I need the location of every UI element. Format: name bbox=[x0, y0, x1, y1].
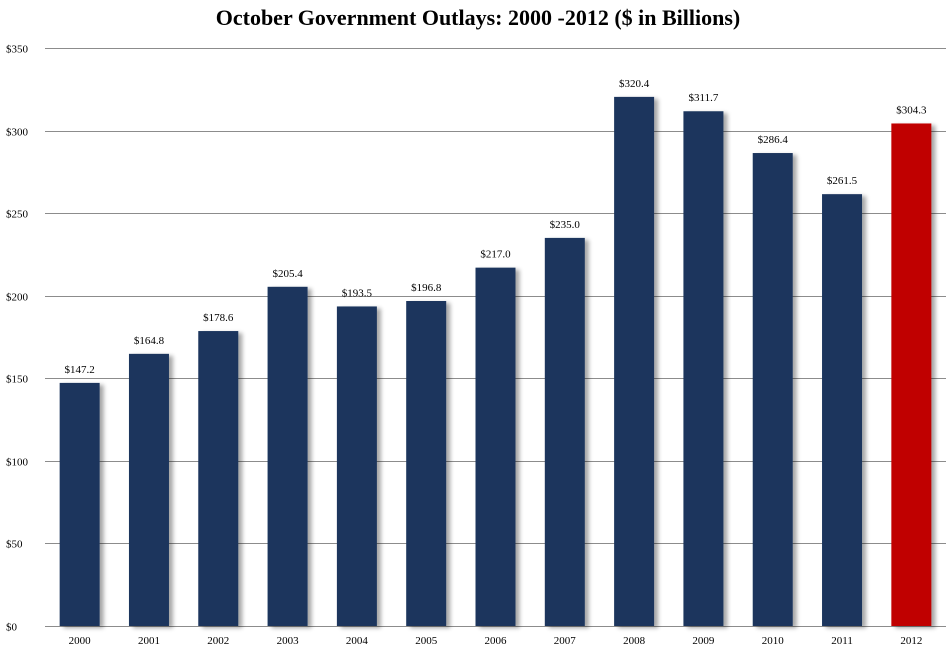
data-label: $304.3 bbox=[896, 104, 927, 116]
data-label: $205.4 bbox=[272, 268, 303, 280]
data-label: $147.2 bbox=[65, 364, 95, 376]
chart-title: October Government Outlays: 2000 -2012 (… bbox=[216, 5, 741, 30]
data-label: $217.0 bbox=[480, 249, 511, 261]
x-tick-label: 2004 bbox=[346, 635, 369, 647]
y-tick-label: $250 bbox=[6, 209, 29, 221]
y-tick-label: $150 bbox=[6, 374, 29, 386]
x-tick-label: 2009 bbox=[692, 635, 715, 647]
y-tick-label: $50 bbox=[6, 539, 23, 551]
x-tick-label: 2003 bbox=[277, 635, 300, 647]
data-label: $261.5 bbox=[827, 175, 858, 187]
y-tick-label: $0 bbox=[6, 622, 18, 634]
x-tick-label: 2012 bbox=[900, 635, 922, 647]
bar-2002 bbox=[198, 331, 239, 626]
x-axis-ticks: 2000 2001 2002 2003 2004 2005 2006 2007 2008 2009… bbox=[69, 635, 923, 647]
bar-2008 bbox=[614, 96, 655, 627]
x-tick-label: 2002 bbox=[207, 635, 229, 647]
bars: $147.2 $164.8 $178.6 $205.4 $193.5 $196.8 $217… bbox=[59, 78, 932, 627]
bar-2006 bbox=[475, 267, 516, 626]
data-label: $193.5 bbox=[342, 287, 373, 299]
data-label: $286.4 bbox=[758, 134, 789, 146]
bar-2003 bbox=[267, 286, 308, 626]
bar-2011 bbox=[822, 194, 863, 626]
data-label: $196.8 bbox=[411, 282, 442, 294]
data-label: $178.6 bbox=[203, 312, 234, 324]
y-tick-label: $300 bbox=[6, 127, 29, 139]
x-tick-label: 2006 bbox=[485, 635, 508, 647]
y-tick-label: $100 bbox=[6, 457, 29, 469]
bar-2004 bbox=[336, 306, 377, 626]
data-label: $320.4 bbox=[619, 78, 650, 90]
x-tick-label: 2005 bbox=[415, 635, 438, 647]
bar-2009 bbox=[683, 111, 724, 627]
bar-2007 bbox=[544, 237, 585, 626]
y-tick-label: $200 bbox=[6, 292, 29, 304]
bar-2001 bbox=[128, 353, 169, 626]
data-label: $164.8 bbox=[134, 335, 165, 347]
x-tick-label: 2001 bbox=[138, 635, 160, 647]
y-tick-label: $350 bbox=[6, 44, 29, 56]
data-label: $235.0 bbox=[550, 219, 581, 231]
x-tick-label: 2000 bbox=[69, 635, 92, 647]
x-tick-label: 2010 bbox=[762, 635, 785, 647]
bar-2010 bbox=[752, 153, 793, 626]
y-axis-ticks: $0 $50 $100 $150 $200 $250 $300 $350 bbox=[6, 44, 29, 634]
x-tick-label: 2011 bbox=[831, 635, 853, 647]
x-tick-label: 2008 bbox=[623, 635, 646, 647]
bar-2005 bbox=[406, 300, 447, 626]
x-tick-label: 2007 bbox=[554, 635, 577, 647]
bar-2012 bbox=[891, 123, 932, 627]
data-label: $311.7 bbox=[689, 92, 719, 104]
bar-2000 bbox=[59, 382, 100, 626]
